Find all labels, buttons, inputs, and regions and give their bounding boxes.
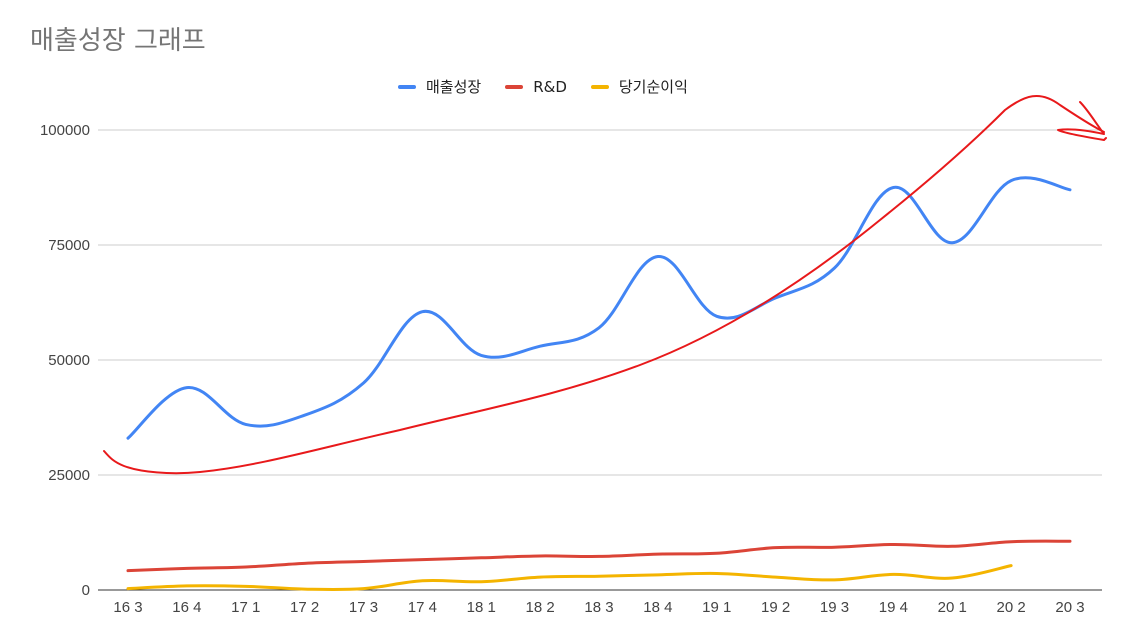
- legend-label-sales: 매출성장: [426, 78, 482, 96]
- hand-drawn-arrowhead: [1057, 101, 1107, 141]
- x-tick-label: 20 3: [1055, 599, 1084, 616]
- y-tick-label: 50000: [48, 352, 90, 369]
- x-tick-label: 19 1: [702, 599, 731, 616]
- series-line-1: [126, 539, 1072, 573]
- series-layer: [126, 176, 1072, 592]
- legend-swatch-rnd: [505, 84, 524, 89]
- chart-title: 매출성장 그래프: [30, 26, 206, 56]
- legend-item-net-income[interactable]: 당기순이익: [590, 76, 688, 97]
- x-tick-label: 17 2: [290, 599, 319, 616]
- x-tick-label: 18 3: [584, 599, 613, 616]
- x-axis: 16 3 16 4 17 1 17 2 17 3 17 4 18 1 18 2 18 3 18 4…: [113, 599, 1084, 616]
- series-line-0: [126, 176, 1072, 440]
- legend-label-rnd: R&D: [533, 77, 567, 96]
- hand-drawn-trend-arrow-line: [103, 94, 1105, 475]
- legend-item-rnd[interactable]: R&D: [505, 76, 567, 97]
- legend-swatch-net-income: [590, 84, 609, 89]
- x-tick-label: 18 1: [467, 599, 496, 616]
- series-line-2: [126, 564, 1013, 592]
- legend: 매출성장 R&D 당기순이익: [398, 76, 688, 97]
- y-tick-label: 0: [82, 582, 90, 599]
- legend-swatch-sales: [398, 84, 416, 89]
- x-tick-label: 19 3: [820, 599, 849, 616]
- x-tick-label: 19 4: [879, 599, 908, 616]
- x-tick-label: 18 2: [526, 599, 555, 616]
- x-tick-label: 17 4: [408, 599, 437, 616]
- x-tick-label: 20 2: [997, 599, 1026, 616]
- y-axis: 0 25000 50000 75000 100000: [40, 122, 90, 599]
- x-tick-label: 17 1: [231, 599, 260, 616]
- y-tick-label: 100000: [40, 122, 90, 139]
- x-tick-label: 19 2: [761, 599, 790, 616]
- x-tick-label: 18 4: [643, 599, 672, 616]
- x-tick-label: 16 3: [113, 599, 142, 616]
- legend-label-net-income: 당기순이익: [618, 78, 688, 96]
- hand-drawn-annotation: [103, 94, 1107, 475]
- x-tick-label: 20 1: [938, 599, 967, 616]
- x-tick-label: 17 3: [349, 599, 378, 616]
- y-tick-label: 75000: [48, 237, 90, 254]
- legend-item-sales[interactable]: 매출성장: [398, 76, 481, 97]
- y-tick-label: 25000: [48, 467, 90, 484]
- gridlines: [98, 129, 1102, 591]
- x-tick-label: 16 4: [172, 599, 201, 616]
